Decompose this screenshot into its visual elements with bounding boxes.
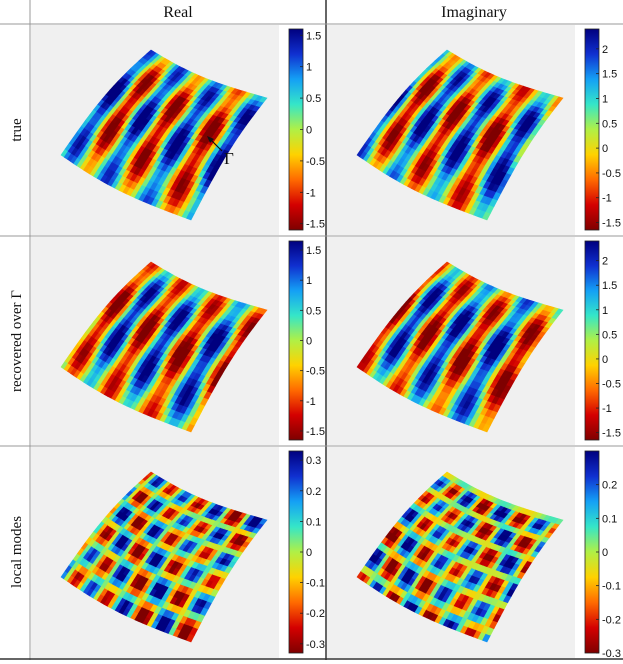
colorbar-gradient [584,28,600,231]
colorbar-tick-label: 0 [306,125,312,137]
colorbar-tick-label: 1.5 [602,280,617,292]
panel-1: 2 1.5 1 0.5 0 -0.5 -1 -1.5 [327,25,621,235]
colorbar-tick-label: 0 [306,336,312,348]
colorbar: 1.5 1 0.5 0 -0.5 -1 -1.5 [288,28,325,231]
colorbar: 0.2 0.1 0 -0.1 -0.2 -0.3 [584,450,621,660]
surface-plot [356,49,564,221]
colorbar-tick-label: 0 [602,143,608,155]
surface-plot [356,471,564,643]
colorbar-tick-label: 0.2 [602,480,617,492]
colorbar-tick-label: -1 [602,193,612,205]
column-title-imaginary: Imaginary [441,4,507,21]
colorbar-tick-label: -0.2 [306,608,325,620]
surface-plot [60,261,268,433]
colorbar-tick-label: -0.3 [602,648,621,660]
colorbar-tick-label: -1.5 [602,218,621,230]
colorbar-tick-label: 1 [306,275,312,287]
surface-plot [356,261,564,433]
colorbar-tick-label: 0.1 [602,513,617,525]
colorbar-tick-label: 1 [306,62,312,74]
row-title-true: true [9,118,25,142]
row-title-local-modes: local modes [9,516,25,588]
colorbar-tick-label: -1 [306,187,316,199]
colorbar-tick-label: 0.1 [306,516,321,528]
surface-cell [258,308,268,315]
colorbar-tick-label: -0.1 [602,581,621,593]
colorbar-tick-label: 0.5 [602,329,617,341]
colorbar-tick-label: 1 [602,305,608,317]
row-title-recovered: recovered over Γ [9,290,25,392]
surface-plot [60,49,268,221]
colorbar-tick-label: 0.3 [306,455,321,467]
gamma-label: Γ [224,149,234,168]
colorbar-tick-label: -0.2 [602,614,621,626]
colorbar-tick-label: -0.5 [602,378,621,390]
surface-cell [258,518,268,525]
colorbar-tick-label: 0 [602,354,608,366]
surface-cell [554,518,564,525]
colorbar-tick-label: -0.1 [306,578,325,590]
colorbar-tick-label: -1 [306,396,316,408]
colorbar-tick-label: 0 [602,547,608,559]
colorbar-tick-label: -1.5 [602,428,621,440]
colorbar: 0.3 0.2 0.1 0 -0.1 -0.2 -0.3 [288,450,325,654]
colorbar-tick-label: 1 [602,93,608,105]
colorbar-tick-label: 0.5 [306,305,321,317]
surface-cell [258,96,268,103]
colorbar-tick-label: -1 [602,403,612,415]
colorbar-tick-label: -1.5 [306,426,325,438]
colorbar-tick-label: 0.5 [602,118,617,130]
gamma-arrowhead [207,136,214,143]
surface-cell [554,308,564,315]
colorbar: 2 1.5 1 0.5 0 -0.5 -1 -1.5 [584,240,621,441]
gamma-annotation: Γ [207,136,234,168]
panel-3: 2 1.5 1 0.5 0 -0.5 -1 -1.5 [327,237,621,445]
colorbar-tick-label: -0.5 [306,366,325,378]
panel-4: 0.3 0.2 0.1 0 -0.1 -0.2 -0.3 [31,447,325,658]
colorbar-tick-label: 1.5 [602,69,617,81]
colorbar: 2 1.5 1 0.5 0 -0.5 -1 -1.5 [584,28,621,231]
colorbar-tick-label: -0.5 [602,168,621,180]
colorbar: 1.5 1 0.5 0 -0.5 -1 -1.5 [288,240,325,441]
colorbar-gradient [584,240,600,441]
surface-plot [60,471,268,643]
colorbar-tick-label: 0.2 [306,486,321,498]
colorbar-tick-label: 2 [602,44,608,56]
colorbar-tick-label: -0.5 [306,156,325,168]
colorbar-tick-label: -1.5 [306,219,325,231]
colorbar-tick-label: 0 [306,547,312,559]
colorbar-tick-label: 1.5 [306,245,321,257]
colorbar-tick-label: 0.5 [306,93,321,105]
colorbar-tick-label: -0.3 [306,639,325,651]
column-title-real: Real [163,4,193,21]
panel-2: 1.5 1 0.5 0 -0.5 -1 -1.5 [31,237,325,445]
panel-0: 1.5 1 0.5 0 -0.5 -1 -1.5 [31,25,325,235]
panel-5: 0.2 0.1 0 -0.1 -0.2 -0.3 [327,447,621,660]
surface-cell [554,96,564,103]
colorbar-tick-label: 2 [602,256,608,268]
colorbar-tick-label: 1.5 [306,30,321,42]
